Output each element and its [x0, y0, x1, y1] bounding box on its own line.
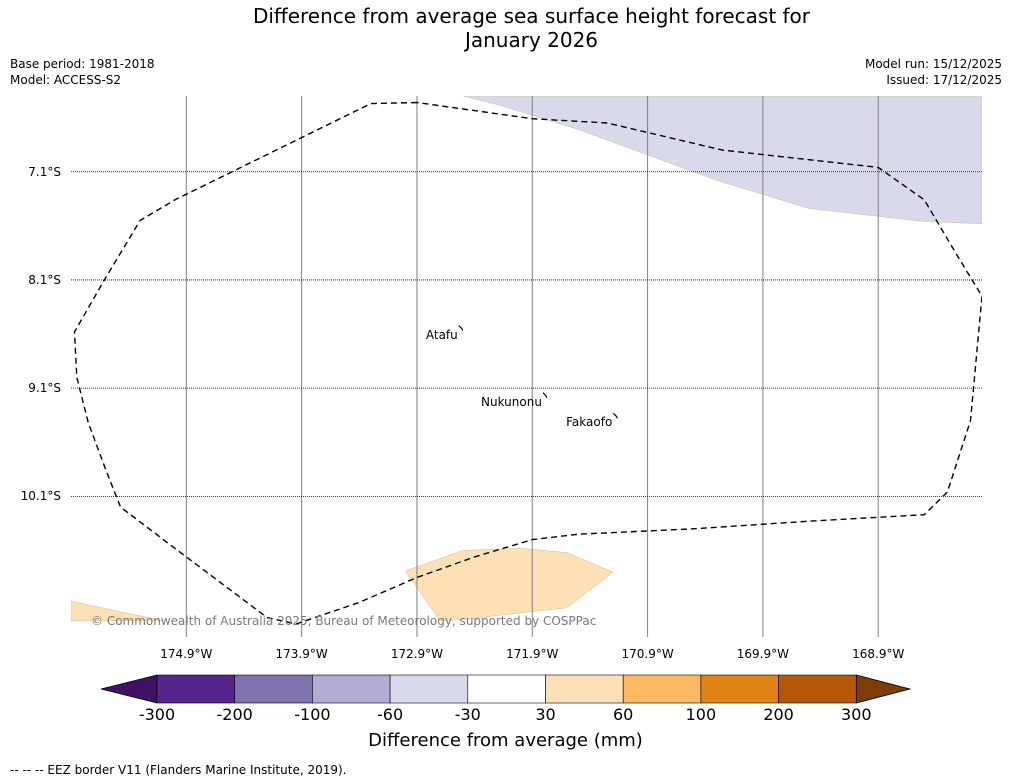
lat-label-0: 7.1°S — [28, 164, 61, 179]
colorbar-segment-4 — [467, 674, 546, 704]
colorbar-tick-6: 60 — [613, 705, 634, 724]
anomaly-region-2 — [71, 601, 164, 622]
title-line-1: Difference from average sea surface heig… — [252, 4, 811, 28]
meta-left: Base period: 1981-2018 Model: ACCESS-S2 — [10, 56, 155, 88]
lon-label-1: 173.9°W — [275, 647, 328, 661]
copyright-notice: © Commonwealth of Australia 2025, Bureau… — [91, 614, 597, 628]
eez-border — [73, 101, 982, 625]
eez-legend-note: -- -- -- EEZ border V11 (Flanders Marine… — [10, 763, 347, 777]
lat-label-3: 10.1°S — [20, 489, 61, 504]
place-label-2: Fakaofo — [566, 415, 613, 430]
lon-label-6: 168.9°W — [852, 647, 905, 661]
lon-label-2: 172.9°W — [390, 647, 444, 661]
chart-title: Difference from average sea surface heig… — [0, 4, 1011, 52]
eez-border-line — [73, 101, 982, 625]
model-name: Model: ACCESS-S2 — [10, 73, 122, 87]
colorbar-tick-0: -300 — [138, 705, 176, 724]
lon-label-5: 169.9°W — [736, 647, 789, 661]
colorbar-tick-5: 30 — [535, 705, 556, 724]
shaded-regions — [71, 96, 982, 622]
colorbar-tick-1: -200 — [216, 705, 253, 724]
colorbar — [100, 674, 912, 704]
colorbar-segment-6 — [622, 674, 702, 704]
island-mark-0 — [458, 325, 464, 331]
colorbar-segment-3 — [389, 674, 469, 704]
lat-label-1: 8.1°S — [28, 272, 61, 287]
colorbar-segment-5 — [545, 674, 624, 704]
place-label-1: Nukunonu — [481, 394, 542, 409]
island-marks — [458, 325, 618, 419]
place-label-0: Atafu — [425, 327, 458, 342]
island-mark-1 — [542, 392, 548, 398]
colorbar-extend-high — [855, 674, 912, 704]
anomaly-region-1 — [405, 548, 614, 622]
lat-label-2: 9.1°S — [28, 381, 61, 396]
colorbar-segment-0 — [156, 674, 235, 704]
colorbar-segment-2 — [312, 674, 391, 704]
colorbar-tick-2: -100 — [294, 705, 331, 724]
colorbar-tick-8: 200 — [763, 705, 794, 724]
colorbar-extend-low — [100, 674, 158, 704]
colorbar-segment-7 — [700, 674, 779, 704]
title-line-2: January 2026 — [464, 28, 599, 52]
base-period: Base period: 1981-2018 — [10, 57, 155, 71]
island-mark-2 — [612, 412, 618, 419]
colorbar-tick-3: -60 — [377, 705, 404, 724]
anomaly-region-0 — [463, 96, 982, 224]
colorbar-tick-7: 100 — [685, 705, 717, 724]
colorbar-segment-1 — [234, 674, 313, 704]
meta-right: Model run: 15/12/2025 Issued: 17/12/2025 — [865, 56, 1002, 88]
graticule — [71, 96, 982, 637]
lon-label-0: 174.9°W — [160, 647, 213, 661]
issued-date: Issued: 17/12/2025 — [886, 73, 1002, 87]
colorbar-segment-8 — [778, 674, 857, 704]
model-run: Model run: 15/12/2025 — [864, 57, 1002, 71]
colorbar-label: Difference from average (mm) — [368, 730, 643, 751]
colorbar-tick-9: 300 — [841, 705, 872, 724]
colorbar-tick-4: -30 — [454, 705, 481, 724]
lon-label-4: 170.9°W — [621, 647, 674, 661]
lon-label-3: 171.9°W — [506, 647, 559, 661]
